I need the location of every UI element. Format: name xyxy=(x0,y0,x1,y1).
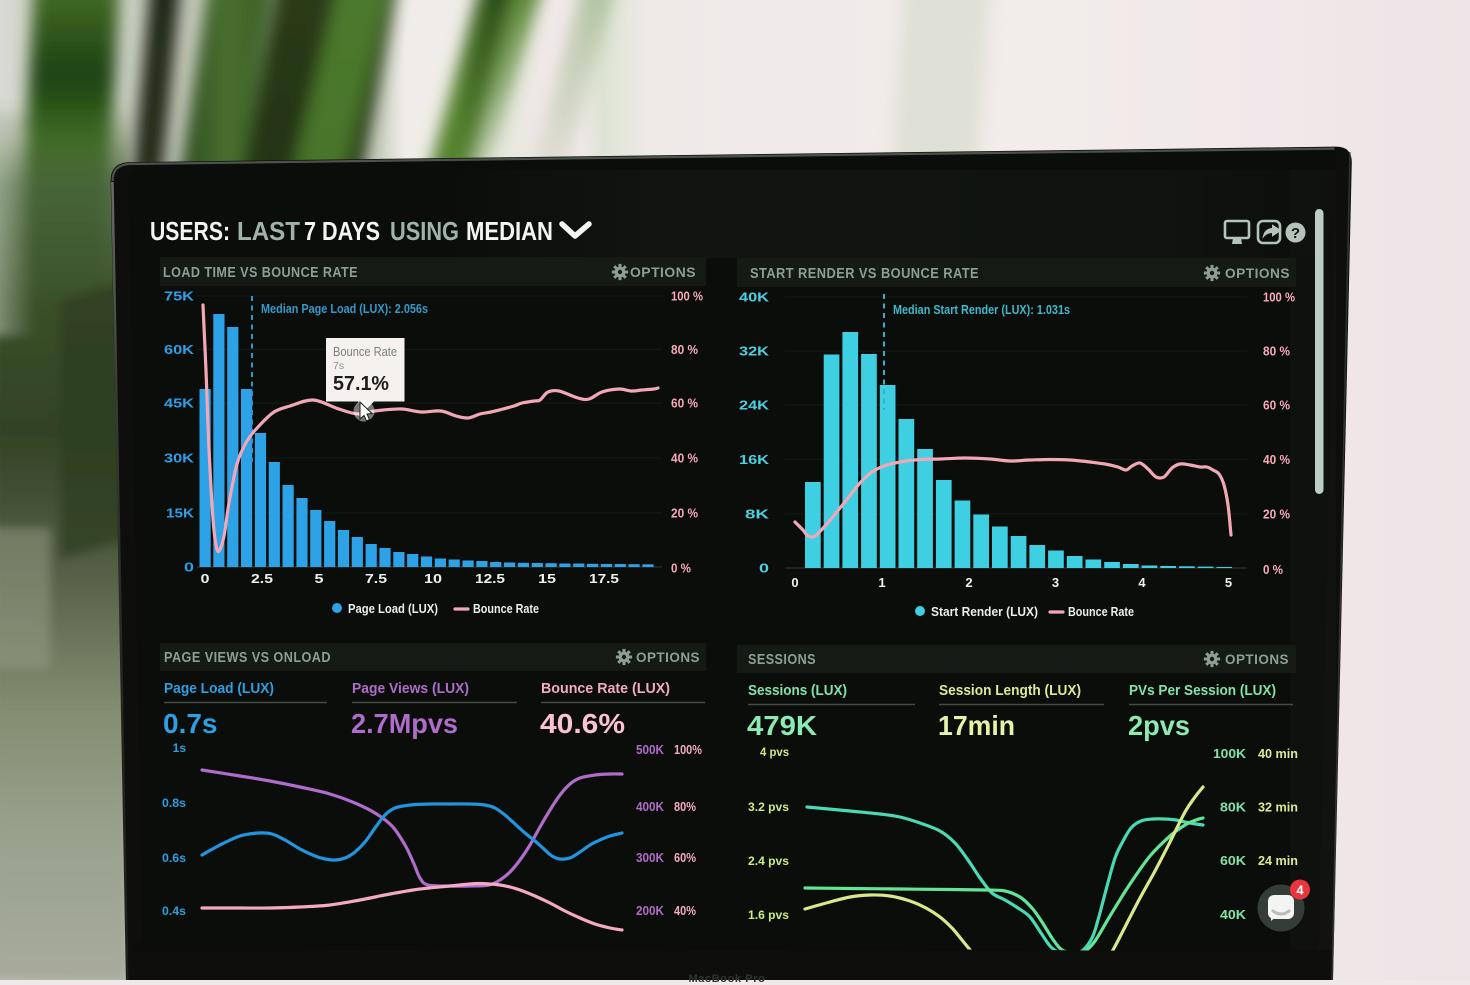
svg-text:300K: 300K xyxy=(636,850,665,865)
svg-text:OPTIONS: OPTIONS xyxy=(636,649,700,665)
svg-text:16K: 16K xyxy=(739,452,770,467)
svg-text:5: 5 xyxy=(1225,575,1232,590)
svg-text:Median Page Load (LUX): 2.056s: Median Page Load (LUX): 2.056s xyxy=(261,301,428,316)
svg-text:40 min: 40 min xyxy=(1258,746,1298,761)
svg-text:7 DAYS: 7 DAYS xyxy=(304,218,380,246)
svg-text:OPTIONS: OPTIONS xyxy=(630,264,696,280)
svg-text:0: 0 xyxy=(184,560,194,575)
svg-text:2pvs: 2pvs xyxy=(1128,710,1190,741)
svg-text:2.4 pvs: 2.4 pvs xyxy=(748,854,789,868)
svg-text:0: 0 xyxy=(791,575,798,590)
svg-text:Bounce Rate (LUX): Bounce Rate (LUX) xyxy=(541,680,670,697)
svg-text:100 %: 100 % xyxy=(671,289,703,304)
svg-text:Session Length (LUX): Session Length (LUX) xyxy=(939,682,1081,699)
svg-text:Sessions (LUX): Sessions (LUX) xyxy=(748,682,847,699)
svg-text:57.1%: 57.1% xyxy=(333,373,389,395)
svg-text:5: 5 xyxy=(315,571,324,586)
svg-text:0.6s: 0.6s xyxy=(162,851,186,865)
svg-text:START RENDER VS BOUNCE RATE: START RENDER VS BOUNCE RATE xyxy=(750,266,979,282)
svg-text:2: 2 xyxy=(965,575,972,590)
svg-text:60%: 60% xyxy=(674,850,696,865)
svg-text:Bounce Rate: Bounce Rate xyxy=(1068,605,1134,619)
svg-text:40 %: 40 % xyxy=(1263,452,1290,467)
svg-text:MEDIAN: MEDIAN xyxy=(466,218,553,246)
svg-text:15: 15 xyxy=(538,571,556,586)
svg-text:500K: 500K xyxy=(636,742,665,757)
svg-text:7s: 7s xyxy=(333,360,344,372)
svg-text:100%: 100% xyxy=(674,742,702,757)
svg-text:60K: 60K xyxy=(1220,853,1247,868)
svg-text:100K: 100K xyxy=(1213,746,1247,761)
svg-text:Page Load (LUX): Page Load (LUX) xyxy=(348,602,438,616)
svg-text:Page Views (LUX): Page Views (LUX) xyxy=(352,680,469,697)
svg-text:8K: 8K xyxy=(745,507,770,522)
svg-text:80%: 80% xyxy=(674,799,696,814)
svg-text:Start Render (LUX): Start Render (LUX) xyxy=(931,605,1038,619)
svg-text:45K: 45K xyxy=(164,396,195,411)
svg-text:17min: 17min xyxy=(938,710,1015,741)
svg-text:2.7Mpvs: 2.7Mpvs xyxy=(351,708,458,739)
svg-text:0 %: 0 % xyxy=(671,561,691,576)
svg-text:80K: 80K xyxy=(1220,800,1247,815)
svg-text:2.5: 2.5 xyxy=(251,571,273,586)
svg-text:80 %: 80 % xyxy=(1263,344,1290,359)
svg-text:1: 1 xyxy=(878,575,885,590)
svg-text:200K: 200K xyxy=(636,903,665,918)
svg-text:7.5: 7.5 xyxy=(365,571,387,586)
svg-text:PAGE VIEWS VS ONLOAD: PAGE VIEWS VS ONLOAD xyxy=(164,650,331,666)
svg-text:32 min: 32 min xyxy=(1258,800,1298,815)
svg-text:3.2 pvs: 3.2 pvs xyxy=(748,800,789,814)
svg-text:24K: 24K xyxy=(739,398,770,413)
svg-text:40%: 40% xyxy=(674,903,696,918)
svg-text:10: 10 xyxy=(424,571,442,586)
svg-text:1s: 1s xyxy=(173,741,187,755)
svg-text:20 %: 20 % xyxy=(671,506,698,521)
svg-text:?: ? xyxy=(1291,225,1300,242)
svg-text:60 %: 60 % xyxy=(671,396,698,411)
svg-text:USING: USING xyxy=(390,218,459,246)
svg-text:24 min: 24 min xyxy=(1258,853,1298,868)
svg-text:0 %: 0 % xyxy=(1263,562,1283,577)
svg-text:Median Start Render (LUX): 1.0: Median Start Render (LUX): 1.031s xyxy=(893,302,1070,317)
svg-text:0.4s: 0.4s xyxy=(162,904,186,918)
svg-text:20 %: 20 % xyxy=(1263,507,1290,522)
svg-text:30K: 30K xyxy=(164,451,195,466)
svg-text:0.8s: 0.8s xyxy=(162,796,186,810)
svg-text:40.6%: 40.6% xyxy=(540,708,625,739)
svg-text:80 %: 80 % xyxy=(671,342,698,357)
svg-text:3: 3 xyxy=(1052,575,1059,590)
svg-text:17.5: 17.5 xyxy=(589,571,619,586)
svg-text:15K: 15K xyxy=(166,506,195,521)
svg-text:Bounce Rate: Bounce Rate xyxy=(333,345,397,359)
svg-text:60 %: 60 % xyxy=(1263,398,1290,413)
svg-text:100 %: 100 % xyxy=(1263,290,1295,305)
svg-text:0.7s: 0.7s xyxy=(163,708,218,739)
svg-text:1.6 pvs: 1.6 pvs xyxy=(748,908,789,922)
svg-text:PVs Per Session (LUX): PVs Per Session (LUX) xyxy=(1129,682,1276,699)
svg-text:40K: 40K xyxy=(1220,907,1247,922)
svg-text:Bounce Rate: Bounce Rate xyxy=(473,602,539,616)
svg-text:4: 4 xyxy=(1296,883,1304,898)
svg-text:4 pvs: 4 pvs xyxy=(760,745,789,759)
svg-text:40K: 40K xyxy=(739,290,770,305)
svg-text:LOAD TIME VS BOUNCE RATE: LOAD TIME VS BOUNCE RATE xyxy=(163,265,358,281)
svg-text:0: 0 xyxy=(201,571,210,586)
svg-text:400K: 400K xyxy=(636,799,665,814)
svg-text:4: 4 xyxy=(1138,575,1146,590)
svg-text:40 %: 40 % xyxy=(671,451,698,466)
svg-text:32K: 32K xyxy=(739,344,770,359)
svg-text:LAST: LAST xyxy=(237,218,300,246)
svg-text:SESSIONS: SESSIONS xyxy=(748,652,816,668)
svg-text:479K: 479K xyxy=(747,710,817,741)
svg-text:75K: 75K xyxy=(164,289,195,304)
svg-text:OPTIONS: OPTIONS xyxy=(1225,651,1289,667)
svg-text:OPTIONS: OPTIONS xyxy=(1225,265,1290,281)
svg-text:USERS:: USERS: xyxy=(150,218,230,246)
svg-text:12.5: 12.5 xyxy=(475,571,505,586)
svg-text:0: 0 xyxy=(759,561,769,576)
svg-text:Page Load (LUX): Page Load (LUX) xyxy=(164,680,274,697)
svg-text:60K: 60K xyxy=(164,342,195,357)
